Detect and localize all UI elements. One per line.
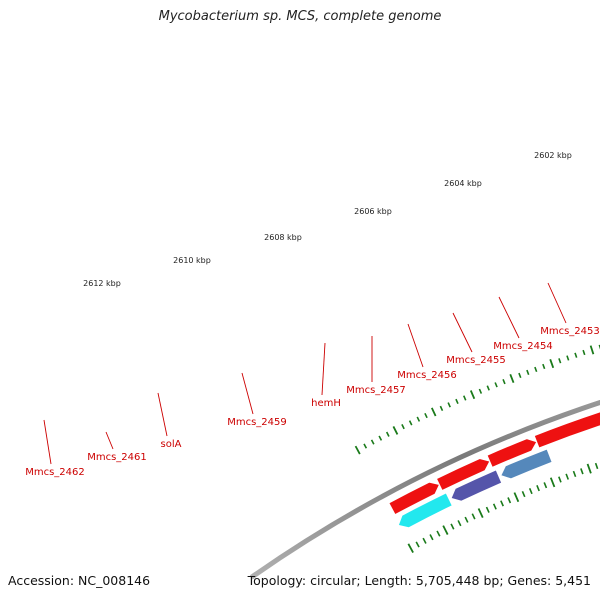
scale-tick-inner [477, 508, 484, 518]
scale-tick-outer [455, 398, 459, 405]
scale-tick-inner [558, 476, 562, 483]
gene-label-leader [321, 342, 326, 396]
scale-tick-outer [478, 388, 483, 394]
scale-tick-inner [586, 463, 592, 474]
scale-tick-inner [450, 523, 455, 530]
scale-tick-outer [447, 402, 451, 408]
scale-tick-outer [354, 445, 361, 455]
gene-forward [435, 458, 491, 491]
gene-label: Mmcs_2454 [493, 341, 553, 352]
gene-reverse [450, 469, 503, 502]
scale-label: 2604 kbp [444, 179, 482, 188]
topology-text: Topology: circular; Length: 5,705,448 bp… [247, 573, 591, 588]
scale-label: 2610 kbp [173, 256, 211, 265]
scale-tick-inner [521, 491, 526, 498]
scale-tick-outer [430, 407, 437, 417]
scale-tick-outer [385, 431, 390, 437]
gene-reverse [500, 448, 553, 480]
gene-forward [486, 438, 538, 468]
accession-text: Accession: NC_008146 [8, 573, 151, 588]
scale-tick-outer [574, 352, 578, 358]
gene-label-leader [407, 323, 424, 368]
scale-tick-inner [507, 497, 512, 504]
scale-tick-outer [439, 405, 444, 411]
scale-tick-outer [549, 359, 555, 369]
gene-label: Mmcs_2462 [25, 467, 85, 478]
gene-label-leader [43, 419, 52, 465]
map-title: Mycobacterium sp. MCS, complete genome [158, 9, 442, 24]
scale-tick-inner [580, 468, 584, 475]
scale-tick-outer [526, 369, 530, 376]
gene-label: Mmcs_2459 [227, 417, 287, 428]
scale-tick-outer [486, 385, 490, 391]
gene-label-leader [105, 431, 114, 450]
scale-tick-inner [513, 492, 520, 503]
gene-forward [388, 481, 440, 516]
scale-tick-outer [401, 424, 405, 430]
scale-tick-inner [543, 482, 548, 489]
scale-label: 2606 kbp [354, 207, 392, 216]
scale-tick-inner [471, 513, 476, 520]
scale-tick-outer [469, 390, 476, 400]
scale-label: 2602 kbp [534, 151, 572, 160]
scale-tick-outer [392, 426, 399, 435]
scale-tick-inner [464, 516, 469, 523]
scale-tick-outer [494, 382, 498, 388]
gene-label: Mmcs_2455 [446, 355, 506, 366]
scale-tick-inner [500, 500, 504, 507]
gene-label-leader [157, 392, 168, 437]
scale-tick-outer [542, 363, 546, 370]
gene-label: Mmcs_2456 [397, 370, 457, 381]
scale-tick-outer [424, 412, 428, 419]
scale-tick-inner [422, 537, 427, 544]
scale-tick-inner [436, 530, 441, 537]
gene-label: hemH [311, 398, 341, 409]
gene-label: solA [161, 439, 182, 450]
gene-label: Mmcs_2453 [540, 326, 600, 337]
scale-tick-inner [565, 473, 570, 480]
scale-tick-outer [378, 435, 383, 441]
scale-label: 2608 kbp [264, 233, 302, 242]
scale-tick-inner [429, 534, 434, 541]
scale-tick-inner [457, 520, 462, 527]
scale-tick-inner [536, 485, 540, 492]
scale-tick-outer [416, 416, 421, 422]
gene-label-leader [498, 296, 520, 339]
scale-tick-inner [407, 543, 414, 553]
scale-tick-outer [509, 373, 515, 384]
gene-label: Mmcs_2457 [346, 385, 406, 396]
scale-tick-outer [534, 366, 538, 373]
gene-label-leader [452, 312, 473, 353]
scale-label: 2612 kbp [83, 279, 121, 288]
scale-tick-inner [594, 462, 599, 470]
scale-tick-inner [572, 470, 577, 478]
genome-backbone [249, 399, 600, 580]
scale-tick-outer [518, 372, 522, 379]
gene-label-leader [241, 372, 254, 415]
scale-tick-outer [408, 420, 413, 426]
scale-tick-outer [370, 439, 375, 445]
scale-tick-outer [363, 443, 368, 449]
gene-forward [533, 411, 600, 449]
gene-label: Mmcs_2461 [87, 452, 147, 463]
scale-tick-inner [442, 525, 449, 535]
scale-tick-inner [492, 503, 497, 510]
scale-tick-inner [528, 488, 533, 495]
scale-tick-inner [485, 506, 490, 513]
scale-tick-outer [589, 345, 595, 355]
scale-tick-outer [463, 395, 467, 401]
scale-tick-inner [549, 477, 556, 488]
scale-tick-outer [502, 379, 506, 385]
scale-tick-outer [566, 355, 570, 361]
scale-tick-inner [415, 541, 420, 548]
gene-label-leader [547, 282, 567, 324]
scale-tick-outer [558, 358, 562, 364]
gene-reverse [397, 492, 453, 529]
scale-tick-outer [582, 349, 586, 356]
